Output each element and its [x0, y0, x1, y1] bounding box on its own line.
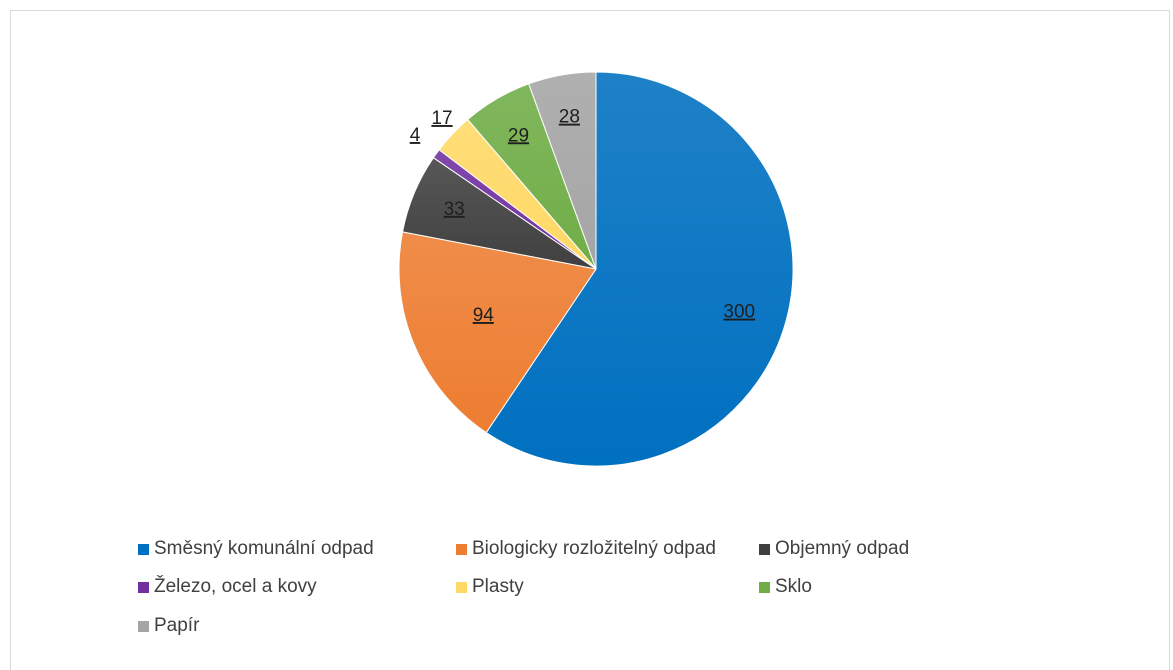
data-label-zelezo-ocel-a-kovy: 4 [410, 125, 421, 146]
pie-slice-papir [528, 71, 597, 270]
legend-swatch [138, 543, 149, 555]
data-label-objemny-odpad: 33 [444, 199, 465, 220]
legend-label: Směsný komunální odpad [154, 538, 374, 559]
legend-swatch [456, 581, 467, 593]
legend-item-plasty: Plasty [456, 573, 524, 601]
legend-swatch [138, 581, 149, 593]
legend-label: Železo, ocel a kovy [154, 576, 317, 597]
data-label-plasty: 17 [431, 108, 452, 129]
legend-item-smesny-komunalni-odpad: Směsný komunální odpad [138, 535, 374, 563]
legend-label: Objemný odpad [775, 538, 910, 559]
legend-swatch [759, 543, 770, 555]
legend-swatch [759, 581, 770, 593]
legend-item-papir: Papír [138, 612, 199, 640]
legend-item-zelezo-ocel-a-kovy: Železo, ocel a kovy [138, 573, 317, 601]
legend-label: Biologicky rozložitelný odpad [472, 538, 716, 559]
pie-slice-biologicky-rozlozitelny-odpad [398, 231, 597, 434]
data-label-smesny-komunalni-odpad: 300 [723, 302, 755, 323]
pie-slice-smesny-komunalni-odpad [485, 71, 794, 467]
legend-item-objemny-odpad: Objemný odpad [759, 535, 909, 563]
legend-label: Papír [154, 615, 200, 636]
legend-swatch [138, 620, 149, 632]
legend-label: Plasty [472, 576, 524, 597]
data-label-papir: 28 [559, 107, 580, 128]
legend-label: Sklo [775, 576, 812, 597]
legend-item-sklo: Sklo [759, 573, 812, 601]
chart-frame [10, 10, 1170, 670]
data-label-sklo: 29 [508, 125, 529, 146]
data-label-biologicky-rozlozitelny-odpad: 94 [473, 305, 495, 326]
legend-swatch [456, 543, 467, 555]
legend-item-biologicky-rozlozitelny-odpad: Biologicky rozložitelný odpad [456, 535, 716, 563]
